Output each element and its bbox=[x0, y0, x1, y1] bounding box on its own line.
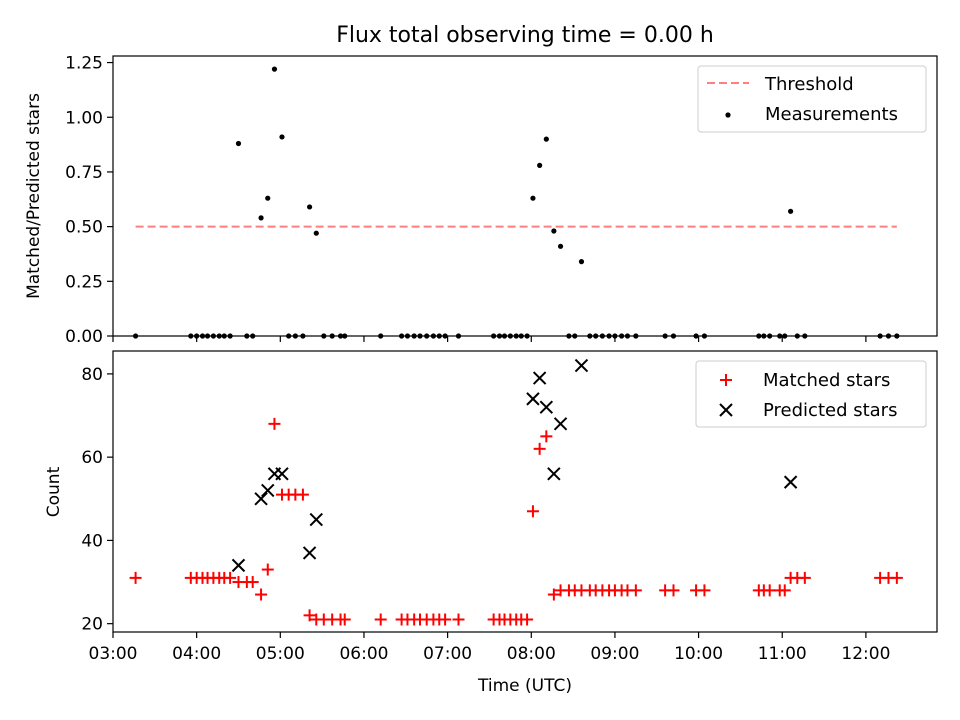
x-tick-label: 12:00 bbox=[841, 644, 890, 664]
bottom-y-tick-label: 60 bbox=[81, 448, 103, 468]
top-y-tick-label: 0.75 bbox=[65, 163, 103, 183]
legend-measurements-label: Measurements bbox=[765, 104, 898, 125]
bottom-y-tick-label: 40 bbox=[81, 531, 103, 551]
predicted-star-point bbox=[547, 467, 561, 481]
measurement-point bbox=[557, 243, 564, 249]
measurement-point bbox=[543, 136, 549, 142]
top-y-ticks: 0.00 0.25 0.50 0.75 1.00 1.25 bbox=[65, 54, 113, 347]
matched-star-point bbox=[778, 584, 791, 597]
measurement-point bbox=[537, 162, 543, 168]
measurement-point bbox=[258, 215, 264, 221]
predicted-star-point bbox=[553, 417, 568, 431]
matched-star-points bbox=[129, 417, 903, 626]
legend-matched-swatch bbox=[720, 374, 732, 386]
x-tick-label: 05:00 bbox=[256, 644, 305, 664]
measurement-point bbox=[265, 195, 271, 201]
top-y-tick-label: 0.25 bbox=[65, 272, 103, 292]
measurement-point bbox=[551, 228, 557, 234]
matched-star-point bbox=[890, 571, 903, 584]
matched-star-point bbox=[338, 613, 351, 626]
matched-star-point bbox=[261, 563, 274, 576]
legend-matched-label: Matched stars bbox=[763, 370, 890, 391]
predicted-star-point bbox=[275, 467, 289, 481]
x-tick-label: 10:00 bbox=[674, 644, 723, 664]
top-legend-box bbox=[697, 65, 927, 133]
matched-star-point bbox=[303, 609, 316, 622]
matched-star-point bbox=[540, 430, 553, 443]
measurement-point bbox=[235, 140, 242, 147]
matched-star-point bbox=[547, 588, 560, 601]
x-tick-label: 03:00 bbox=[89, 644, 138, 664]
matched-star-point bbox=[246, 576, 259, 589]
matched-star-point bbox=[533, 442, 546, 455]
matched-star-point bbox=[439, 613, 452, 626]
matched-star-point bbox=[374, 613, 387, 626]
measurement-point bbox=[313, 230, 319, 236]
top-panel: 0.00 0.25 0.50 0.75 1.00 1.25 Matched/Predict… bbox=[24, 54, 938, 347]
matched-star-point bbox=[763, 584, 776, 597]
matched-star-point bbox=[255, 588, 268, 601]
measurement-point bbox=[279, 134, 285, 140]
chart-title: Flux total observing time = 0.00 h bbox=[336, 23, 714, 48]
bottom-y-tick-label: 20 bbox=[81, 615, 103, 635]
bottom-legend-box bbox=[695, 360, 927, 428]
predicted-star-point bbox=[526, 392, 540, 406]
predicted-star-points bbox=[231, 358, 798, 573]
matched-star-point bbox=[629, 584, 642, 597]
bottom-y-tick-label: 80 bbox=[81, 365, 103, 385]
legend-predicted-label: Predicted stars bbox=[763, 400, 897, 421]
bottom-y-axis-label: Count bbox=[44, 466, 64, 517]
bottom-legend: Matched stars Predicted stars bbox=[695, 360, 927, 428]
top-y-tick-label: 1.25 bbox=[65, 54, 103, 74]
top-legend: Threshold Measurements bbox=[697, 65, 927, 133]
measurement-point bbox=[788, 208, 794, 214]
matched-star-point bbox=[521, 613, 534, 626]
legend-threshold-label: Threshold bbox=[764, 74, 854, 95]
top-y-tick-label: 0.00 bbox=[65, 327, 103, 347]
legend-measurements-swatch bbox=[725, 112, 731, 118]
predicted-star-point bbox=[574, 358, 589, 373]
bottom-axes-frame bbox=[112, 350, 938, 633]
matched-star-point bbox=[667, 584, 680, 597]
top-x-ticks bbox=[112, 336, 867, 342]
legend-predicted-swatch bbox=[719, 403, 733, 417]
matched-star-point bbox=[526, 505, 539, 518]
x-tick-label: 08:00 bbox=[507, 644, 556, 664]
measurement-point bbox=[578, 259, 585, 265]
x-tick-label: 11:00 bbox=[758, 644, 807, 664]
matched-star-point bbox=[296, 488, 309, 501]
matched-star-point bbox=[798, 571, 811, 584]
predicted-star-point bbox=[539, 400, 554, 414]
measurement-point bbox=[530, 195, 536, 201]
predicted-star-point bbox=[231, 558, 246, 573]
x-axis-label: Time (UTC) bbox=[477, 676, 572, 696]
predicted-star-point bbox=[261, 483, 275, 498]
predicted-star-point bbox=[254, 492, 268, 506]
bottom-x-ticks: 03:00 04:00 05:00 06:00 07:00 08:00 09:00 10:00… bbox=[89, 632, 890, 664]
matched-star-point bbox=[268, 417, 281, 430]
matched-star-point bbox=[224, 571, 237, 584]
predicted-star-point bbox=[783, 475, 798, 489]
matched-star-point bbox=[698, 584, 711, 597]
predicted-star-point bbox=[532, 371, 547, 385]
top-y-axis-label: Matched/Predicted stars bbox=[24, 93, 44, 299]
x-tick-label: 06:00 bbox=[339, 644, 388, 664]
top-y-tick-label: 0.50 bbox=[65, 218, 103, 238]
x-tick-label: 09:00 bbox=[590, 644, 639, 664]
measurement-point bbox=[306, 204, 313, 210]
predicted-star-point bbox=[302, 546, 317, 560]
top-axes-frame bbox=[112, 55, 938, 337]
measurement-point bbox=[271, 66, 278, 72]
x-tick-label: 07:00 bbox=[423, 644, 472, 664]
bottom-y-ticks: 20 40 60 80 bbox=[81, 365, 113, 635]
matched-star-point bbox=[452, 613, 465, 626]
top-y-tick-label: 1.00 bbox=[65, 108, 103, 128]
x-tick-label: 04:00 bbox=[172, 644, 221, 664]
predicted-star-point bbox=[309, 512, 323, 527]
matched-star-point bbox=[129, 571, 142, 584]
